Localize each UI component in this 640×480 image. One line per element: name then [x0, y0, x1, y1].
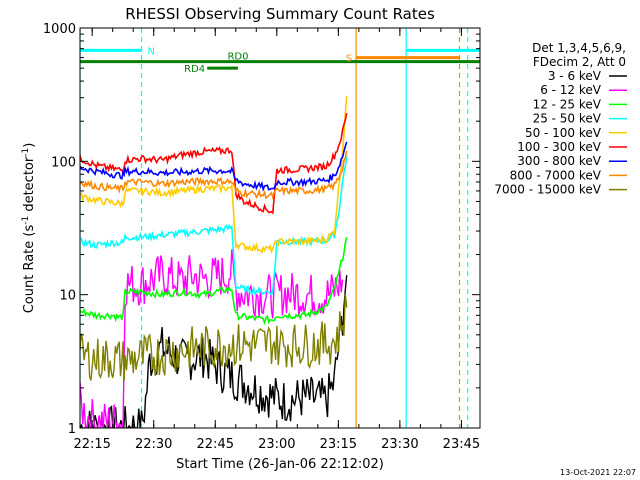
plot-frame: [79, 27, 481, 429]
series-line-0: [80, 275, 348, 428]
x-axis: 22:15 22:30 22:45 23:00 23:15 23:30 23:45: [73, 28, 480, 452]
series-line-1: [80, 249, 344, 428]
series-line-5: [80, 112, 348, 215]
legend-header-line-1: Det 1,3,4,5,6,9,: [532, 41, 626, 55]
legend-label-3: 25 - 50 keV: [533, 112, 602, 126]
x-axis-label: Start Time (26-Jan-06 22:12:02): [176, 457, 384, 472]
x-tick-label-1: 22:30: [135, 437, 172, 452]
series-line-8: [80, 293, 348, 382]
legend-header-line-2: FDecim 2, Att 0: [533, 55, 626, 69]
y-axis-label: Count Rate (s-1 detector-1): [21, 143, 37, 314]
legend-label-4: 50 - 100 keV: [525, 126, 602, 140]
x-tick-label-0: 22:15: [73, 437, 110, 452]
legend-label-1: 6 - 12 keV: [540, 83, 602, 97]
legend-label-2: 12 - 25 keV: [533, 97, 602, 111]
plot-area: [80, 28, 480, 428]
y-tick-label-3: 1000: [43, 22, 76, 37]
series-line-4: [80, 95, 348, 254]
y-axis: 1 10 100 1000: [43, 22, 480, 437]
series-line-2: [80, 237, 348, 326]
legend-label-5: 100 - 300 keV: [517, 140, 601, 154]
annotation-label-n: N: [148, 46, 155, 57]
y-tick-label-1: 10: [59, 289, 76, 304]
legend-label-6: 300 - 800 keV: [517, 154, 601, 168]
x-tick-label-6: 23:45: [443, 437, 480, 452]
legend-label-8: 7000 - 15000 keV: [494, 183, 601, 197]
x-tick-label-5: 23:30: [381, 437, 418, 452]
x-tick-label-4: 23:15: [320, 437, 357, 452]
annotation-label-rd4: RD4: [184, 64, 205, 75]
chart-title: RHESSI Observing Summary Count Rates: [125, 5, 435, 23]
legend: Det 1,3,4,5,6,9, FDecim 2, Att 0 3 - 6 k…: [494, 41, 627, 197]
x-tick-label-2: 22:45: [197, 437, 234, 452]
annotation-label-rd0: RD0: [227, 52, 248, 63]
series-line-7: [80, 150, 348, 201]
y-tick-label-0: 1: [68, 422, 76, 437]
annotation-label-s: S: [346, 54, 352, 65]
legend-label-7: 800 - 7000 keV: [510, 168, 602, 182]
legend-label-0: 3 - 6 keV: [548, 69, 602, 83]
x-tick-label-3: 23:00: [258, 437, 295, 452]
y-tick-label-2: 100: [51, 155, 76, 170]
date-stamp: 13-Oct-2021 22:07: [560, 468, 636, 477]
series-line-6: [80, 141, 348, 192]
